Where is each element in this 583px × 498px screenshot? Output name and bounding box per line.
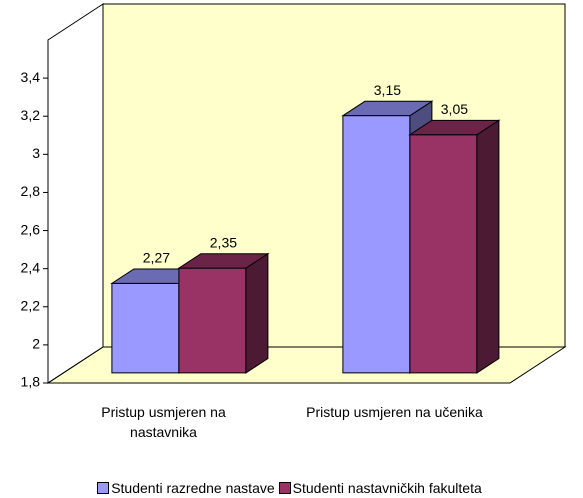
chart: 1,8 2 2,2 2,4 2,6 2,8 3 3,2 3,4 2,27 3,15 2,35 3,05 [21, 3, 567, 390]
y-tick-label: 2,2 [21, 297, 41, 313]
x-tick-label: Pristup usmjeren na nastavnika [101, 404, 226, 440]
legend-label: Studenti razredne nastave [111, 480, 275, 496]
legend-item: Studenti nastavničkih fakulteta [278, 480, 482, 496]
y-tick-label: 3,2 [21, 107, 41, 123]
bar-side [476, 119, 500, 374]
y-tick-label: 3 [32, 145, 40, 161]
bar-front [178, 267, 247, 374]
y-tick-label: 2 [32, 336, 40, 352]
value-label: 2,27 [143, 250, 170, 266]
y-tick-label: 1,8 [21, 374, 41, 390]
value-label: 2,35 [210, 234, 237, 250]
bar-top [341, 100, 434, 117]
value-label: 3,15 [374, 82, 401, 98]
y-tick-label: 2,8 [21, 183, 41, 199]
legend-swatch [97, 482, 110, 494]
bar-top [177, 253, 270, 269]
bar-front [111, 282, 180, 374]
bar-front [342, 115, 411, 374]
side-wall [47, 3, 104, 384]
x-tick-label: Pristup usmjeren na učenika [306, 404, 483, 420]
y-tick-label: 2,6 [21, 221, 41, 237]
bar-front [409, 134, 478, 374]
legend-swatch [278, 482, 291, 494]
bar-top [408, 119, 501, 136]
value-label: 3,05 [441, 101, 468, 117]
bar [177, 252, 270, 374]
bar [408, 119, 501, 374]
legend-label: Studenti nastavničkih fakulteta [292, 480, 482, 496]
y-tick-label: 3,4 [21, 69, 41, 85]
y-tick-label: 2,4 [21, 259, 41, 275]
bar-side [245, 252, 269, 374]
legend-item: Studenti razredne nastave [97, 480, 275, 496]
legend: Studenti razredne nastave Studenti nastav… [0, 480, 583, 496]
